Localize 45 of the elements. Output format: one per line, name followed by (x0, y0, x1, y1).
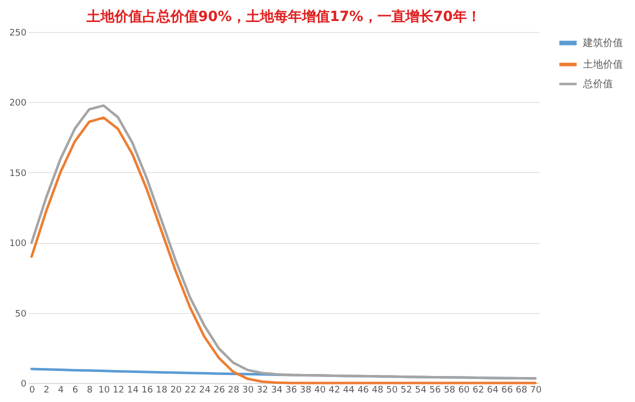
legend-label: 总价值 (582, 78, 613, 90)
x-tick-label: 38 (300, 386, 312, 396)
x-tick-label: 22 (184, 386, 196, 396)
x-tick-label: 24 (199, 386, 211, 396)
x-tick-label: 30 (242, 386, 254, 396)
x-tick-label: 28 (228, 386, 240, 396)
x-tick-label: 14 (127, 386, 139, 396)
x-tick-label: 2 (44, 386, 50, 396)
x-tick-label: 40 (314, 386, 326, 396)
x-tick-label: 52 (400, 386, 412, 396)
x-tick-label: 44 (343, 386, 355, 396)
chart-title: 土地价值占总价值90%，土地每年增值17%，一直增长70年！ (85, 9, 481, 25)
x-tick-label: 70 (530, 386, 542, 396)
x-tick-label: 16 (142, 386, 154, 396)
x-tick-label: 42 (328, 386, 340, 396)
x-tick-label: 12 (112, 386, 124, 396)
x-tick-label: 20 (170, 386, 182, 396)
y-tick-label: 200 (9, 98, 27, 109)
legend-label: 建筑价值 (582, 37, 623, 49)
x-tick-label: 56 (429, 386, 442, 396)
x-tick-label: 18 (156, 386, 168, 396)
x-tick-label: 32 (256, 386, 268, 396)
x-tick-label: 66 (501, 386, 514, 396)
y-tick-label: 50 (15, 309, 27, 320)
x-tick-label: 64 (486, 386, 499, 396)
x-tick-label: 60 (458, 386, 470, 396)
x-tick-label: 36 (285, 386, 298, 396)
x-tick-label: 4 (58, 386, 64, 396)
x-tick-label: 10 (98, 386, 110, 396)
legend-label: 土地价值 (583, 58, 623, 70)
x-tick-label: 34 (271, 386, 283, 396)
x-tick-label: 6 (72, 386, 78, 396)
x-tick-label: 8 (86, 386, 93, 396)
x-tick-label: 62 (472, 386, 484, 396)
y-tick-label: 250 (9, 28, 27, 38)
x-tick-label: 68 (516, 386, 528, 396)
x-tick-label: 48 (372, 386, 384, 396)
x-tick-label: 58 (444, 386, 456, 396)
x-tick-label: 50 (386, 386, 398, 396)
y-tick-label: 150 (9, 168, 27, 179)
y-tick-label: 100 (9, 239, 27, 250)
x-tick-label: 54 (415, 386, 427, 396)
x-tick-label: 46 (357, 386, 370, 396)
x-tick-label: 0 (29, 386, 36, 396)
x-tick-label: 26 (214, 386, 226, 396)
